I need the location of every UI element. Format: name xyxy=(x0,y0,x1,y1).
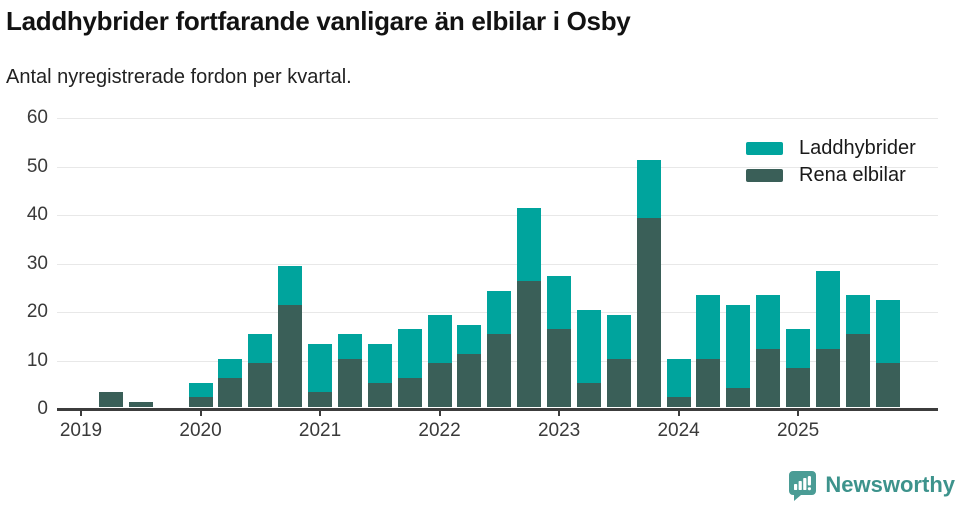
bar-2023-Q1-laddhybrider xyxy=(547,276,572,330)
y-tick-label-10: 10 xyxy=(26,349,48,371)
legend-label: Laddhybrider xyxy=(799,137,916,159)
bar-2023-Q4-laddhybrider xyxy=(636,159,661,218)
bar-2022-Q4-rena-elbilar xyxy=(517,280,542,407)
bar-2022-Q4-laddhybrider xyxy=(517,208,542,281)
bar-2025-Q3-laddhybrider xyxy=(845,295,870,335)
bar-2020-Q2-rena-elbilar xyxy=(218,377,243,407)
x-tick-label-2025: 2025 xyxy=(776,420,820,441)
bar-2025-Q1-laddhybrider xyxy=(786,329,811,369)
gridline-50 xyxy=(57,166,938,168)
bar-2021-Q1-rena-elbilar xyxy=(308,392,333,407)
bar-2021-Q1-laddhybrider xyxy=(308,343,333,393)
x-tick-2025 xyxy=(797,410,800,416)
x-tick-2020 xyxy=(199,410,202,416)
bar-2019-Q3-rena-elbilar xyxy=(128,402,153,407)
newsworthy-logo-link[interactable]: Newsworthy xyxy=(786,469,955,501)
x-tick-2024 xyxy=(677,410,680,416)
bar-2021-Q2-rena-elbilar xyxy=(337,358,362,407)
bar-2020-Q1-laddhybrider xyxy=(188,382,213,398)
bar-2023-Q3-rena-elbilar xyxy=(606,358,631,407)
x-tick-label-2020: 2020 xyxy=(179,420,222,441)
bar-2021-Q3-laddhybrider xyxy=(367,343,392,383)
x-tick-2021 xyxy=(319,410,322,416)
bar-2021-Q3-rena-elbilar xyxy=(367,382,392,407)
bar-2022-Q3-rena-elbilar xyxy=(487,334,512,407)
legend-label: Rena elbilar xyxy=(799,164,906,186)
bar-2021-Q2-laddhybrider xyxy=(337,334,362,359)
bar-2020-Q3-rena-elbilar xyxy=(248,363,273,407)
bar-2022-Q2-laddhybrider xyxy=(457,324,482,354)
y-tick-label-30: 30 xyxy=(26,252,48,274)
bar-2025-Q1-rena-elbilar xyxy=(786,368,811,407)
bar-2020-Q4-laddhybrider xyxy=(278,266,303,306)
x-tick-2019 xyxy=(80,410,82,416)
x-tick-label-2024: 2024 xyxy=(657,420,700,441)
bar-2023-Q1-rena-elbilar xyxy=(547,329,572,407)
bar-2023-Q2-rena-elbilar xyxy=(576,382,601,407)
legend-row-1: Rena elbilar xyxy=(746,162,916,189)
y-tick-label-40: 40 xyxy=(26,204,48,225)
x-tick-label-2022: 2022 xyxy=(418,420,461,441)
bar-2024-Q1-rena-elbilar xyxy=(666,397,691,407)
bar-2025-Q2-rena-elbilar xyxy=(816,348,840,407)
x-tick-2023 xyxy=(558,410,561,416)
bar-2021-Q4-laddhybrider xyxy=(397,329,422,378)
bar-2023-Q2-laddhybrider xyxy=(576,310,601,383)
bar-2023-Q4-rena-elbilar xyxy=(636,217,661,407)
bar-2023-Q3-laddhybrider xyxy=(606,314,631,359)
bar-2024-Q1-laddhybrider xyxy=(666,358,691,398)
newsworthy-brand-name: Newsworthy xyxy=(825,472,955,497)
legend-swatch-icon xyxy=(746,142,783,155)
chart-title: Laddhybrider fortfarande vanligare än el… xyxy=(6,6,631,36)
bar-2022-Q3-laddhybrider xyxy=(487,290,512,335)
legend-row-0: Laddhybrider xyxy=(746,135,916,162)
newsworthy-speech-bubble-icon xyxy=(789,471,817,501)
bar-2025-Q2-laddhybrider xyxy=(816,271,840,349)
bar-2025-Q4-laddhybrider xyxy=(875,300,900,364)
bar-2024-Q3-laddhybrider xyxy=(726,305,751,388)
bar-2021-Q4-rena-elbilar xyxy=(397,377,422,407)
bar-2024-Q4-laddhybrider xyxy=(756,295,781,349)
bar-2024-Q2-rena-elbilar xyxy=(696,358,721,407)
gridline-60 xyxy=(57,118,938,119)
bar-2025-Q3-rena-elbilar xyxy=(845,334,870,407)
x-tick-label-2019: 2019 xyxy=(59,420,103,441)
bar-2020-Q3-laddhybrider xyxy=(248,334,273,364)
bar-2024-Q3-rena-elbilar xyxy=(726,387,751,407)
bar-2020-Q1-rena-elbilar xyxy=(188,397,213,407)
bar-2025-Q4-rena-elbilar xyxy=(875,363,900,407)
bar-2019-Q2-rena-elbilar xyxy=(98,392,123,407)
plot-area xyxy=(57,118,938,411)
bar-2020-Q2-laddhybrider xyxy=(218,358,243,378)
bar-2022-Q1-laddhybrider xyxy=(427,314,452,364)
bar-2022-Q1-rena-elbilar xyxy=(427,363,452,407)
y-tick-label-20: 20 xyxy=(26,301,48,322)
y-tick-label-60: 60 xyxy=(26,107,48,128)
gridline-30 xyxy=(57,263,938,265)
x-axis-line xyxy=(57,408,938,411)
gridline-40 xyxy=(57,215,938,216)
y-tick-label-0: 0 xyxy=(37,398,48,419)
bar-2024-Q2-laddhybrider xyxy=(696,295,721,359)
chart-subtitle: Antal nyregistrerade fordon per kvartal. xyxy=(6,66,352,88)
bar-2020-Q4-rena-elbilar xyxy=(278,305,303,407)
legend-swatch-icon xyxy=(746,169,783,182)
x-tick-2022 xyxy=(438,410,441,416)
bar-2024-Q4-rena-elbilar xyxy=(756,348,781,407)
x-tick-label-2021: 2021 xyxy=(298,420,342,441)
y-tick-label-50: 50 xyxy=(26,155,48,177)
x-tick-label-2023: 2023 xyxy=(537,420,581,441)
legend: Laddhybrider Rena elbilar xyxy=(746,135,916,189)
bar-2022-Q2-rena-elbilar xyxy=(457,353,482,407)
